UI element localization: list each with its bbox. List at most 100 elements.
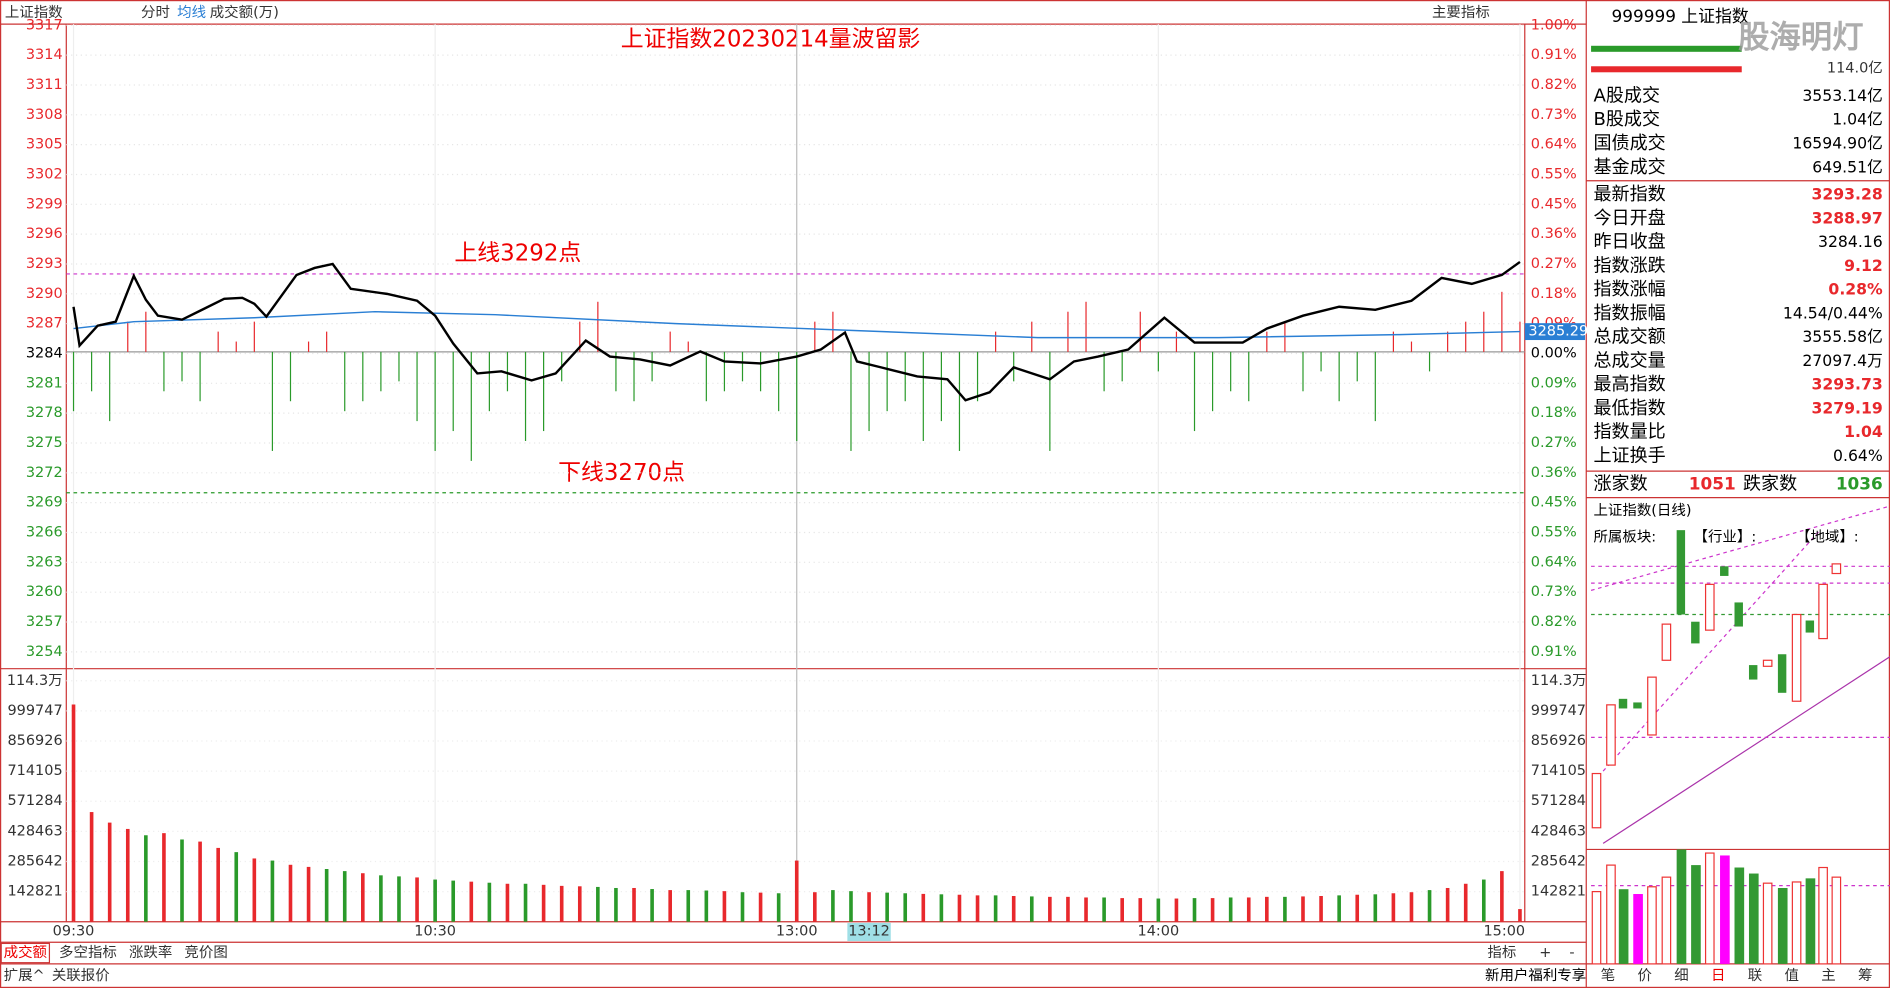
y-tick-label: 3296 xyxy=(26,226,63,242)
volume-bar xyxy=(1409,892,1414,922)
bottom-tab[interactable]: 成交额 xyxy=(4,943,48,961)
volume-bar xyxy=(975,895,980,922)
volume-bar xyxy=(758,892,763,922)
quote-value: 9.12 xyxy=(1844,256,1883,275)
daily-tab[interactable]: 价 xyxy=(1637,968,1652,984)
quote-label: 指数涨幅 xyxy=(1593,279,1665,300)
volume-bar xyxy=(596,886,600,922)
x-tick-label: 14:00 xyxy=(1138,923,1180,939)
volume-bar xyxy=(993,895,998,922)
volume-bar xyxy=(342,871,347,922)
volume-bar xyxy=(1337,895,1341,922)
annotation: 上线3292点 xyxy=(454,241,581,267)
pct-label: 0.64% xyxy=(1531,554,1577,570)
volume-bar xyxy=(1048,896,1052,922)
volume-bar xyxy=(180,839,184,922)
daily-tab[interactable]: 日 xyxy=(1711,968,1725,984)
pct-label: 0.45% xyxy=(1531,196,1577,212)
quote-label: B股成交 xyxy=(1593,109,1660,130)
volume-bar xyxy=(144,835,148,922)
daily-tab[interactable]: 细 xyxy=(1674,967,1688,984)
volume-bar xyxy=(198,841,202,922)
bottom-tab[interactable]: 竞价图 xyxy=(184,943,227,961)
pct-label: 0.91% xyxy=(1531,644,1577,660)
promo[interactable]: 新用户福利专享 xyxy=(1485,967,1586,984)
vol-tick-label: 428463 xyxy=(1531,823,1586,839)
region: 【地域】: xyxy=(1796,528,1859,545)
header-item[interactable]: 成交额(万) xyxy=(210,3,279,21)
y-tick-label: 3308 xyxy=(26,107,63,123)
y-tick-label: 3284 xyxy=(26,345,63,361)
volume-bar xyxy=(1029,896,1034,922)
volume-bar xyxy=(487,882,492,922)
bottom-right[interactable]: 指标 xyxy=(1487,944,1516,961)
volume-bar xyxy=(89,812,94,922)
header-right[interactable]: 主要指标 xyxy=(1432,4,1490,21)
volume-bar xyxy=(288,864,293,922)
pct-label: 0.82% xyxy=(1531,614,1577,630)
volume-bar xyxy=(216,847,220,922)
y-tick-label: 3275 xyxy=(26,435,63,451)
vol-tick-label: 999747 xyxy=(1531,703,1586,719)
pct-label: 0.64% xyxy=(1531,137,1577,153)
volume-bar xyxy=(867,892,871,922)
vol-tick-label: 142821 xyxy=(1531,884,1586,900)
pct-label: 0.27% xyxy=(1531,435,1577,451)
volume-bar xyxy=(1427,890,1432,922)
header-item[interactable]: 分时 xyxy=(141,4,170,21)
quote-value: 3553.14亿 xyxy=(1802,86,1882,105)
vol-tick-label: 142821 xyxy=(7,884,62,900)
bottom-tab[interactable]: 涨跌率 xyxy=(129,944,172,961)
bottom-tab[interactable]: 多空指标 xyxy=(59,944,117,961)
volume-bar xyxy=(704,890,709,922)
daily-tab[interactable]: 主 xyxy=(1821,967,1835,984)
daily-tab[interactable]: 筹 xyxy=(1858,967,1872,984)
bottom-extra[interactable]: 关联报价 xyxy=(52,967,110,984)
volume-bar xyxy=(1373,894,1378,922)
volume-bar xyxy=(957,894,962,922)
volume-bar xyxy=(1102,897,1106,922)
volume-bar xyxy=(234,852,239,922)
quote-amount: 114.0亿 xyxy=(1827,60,1883,77)
vol-tick-label: 114.3万 xyxy=(1531,673,1587,689)
volume-bar xyxy=(1138,898,1143,922)
y-tick-label: 3287 xyxy=(26,316,63,332)
bottom-extra[interactable]: 扩展^ xyxy=(4,967,45,984)
header-item[interactable]: 上证指数 xyxy=(5,4,63,21)
quote-label: A股成交 xyxy=(1593,85,1660,106)
tab-active xyxy=(0,942,51,964)
volume-bar xyxy=(1174,898,1179,922)
quote-label: 最新指数 xyxy=(1593,184,1665,205)
volume-bar xyxy=(1500,871,1504,922)
quote-label: 总成交量 xyxy=(1593,350,1665,371)
daily-volume xyxy=(1591,849,1890,965)
daily-tab[interactable]: 联 xyxy=(1748,967,1762,984)
volume-bar xyxy=(1319,896,1323,922)
quote-label: 上证换手 xyxy=(1593,445,1665,466)
y-tick-label: 3314 xyxy=(26,47,63,63)
y-tick-label: 3317 xyxy=(26,17,63,33)
quote-value: 3293.28 xyxy=(1811,185,1882,204)
daily-tab[interactable]: 笔 xyxy=(1601,967,1615,984)
bottom-right[interactable]: + xyxy=(1539,945,1551,961)
daily-tab[interactable]: 值 xyxy=(1785,967,1799,984)
vol-tick-label: 999747 xyxy=(7,703,62,719)
volume-bar xyxy=(162,833,166,922)
vol-tick-label: 285642 xyxy=(1531,853,1586,869)
quote-label: 今日开盘 xyxy=(1593,208,1665,229)
bar-indicator xyxy=(1591,45,1742,52)
y-tick-label: 3299 xyxy=(26,196,63,212)
y-tick-label: 3263 xyxy=(26,554,63,570)
watermark: 股海明灯 xyxy=(1738,20,1863,56)
volume-bar xyxy=(324,869,329,922)
bottom-right[interactable]: - xyxy=(1569,945,1574,961)
pct-label: 1.00% xyxy=(1531,17,1577,33)
header-item[interactable]: 均线 xyxy=(177,4,206,21)
y-tick-label: 3281 xyxy=(26,375,63,391)
volume-bar xyxy=(903,893,908,922)
volume-bar xyxy=(252,858,257,922)
